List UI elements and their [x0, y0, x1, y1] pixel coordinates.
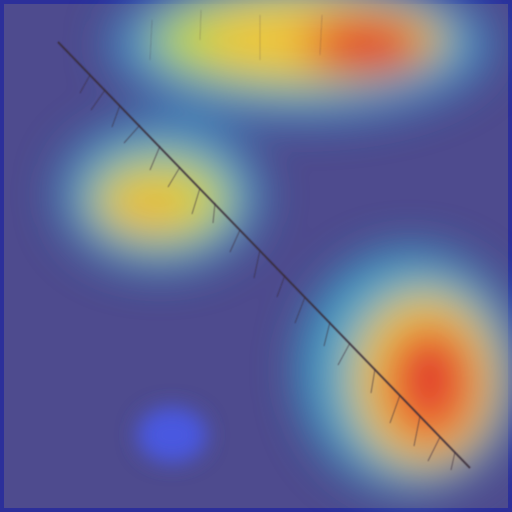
branches [79, 74, 456, 471]
diagonal-structure [57, 9, 471, 471]
faint-lines [149, 9, 323, 61]
main-stem [57, 41, 471, 469]
heat-region [305, 15, 425, 75]
heat-regions [60, 0, 512, 490]
heat-region [137, 407, 207, 463]
heat-region [105, 183, 195, 227]
heat-region [400, 335, 460, 415]
